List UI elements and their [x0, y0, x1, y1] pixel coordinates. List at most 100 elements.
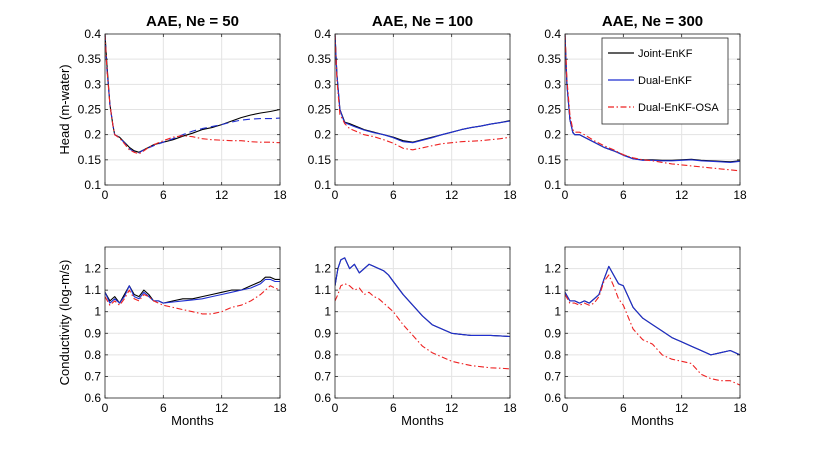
x-tick-label: 18	[733, 188, 747, 202]
x-tick-label: 12	[675, 401, 689, 415]
y-tick-label: 1.2	[84, 262, 101, 276]
y-tick-label: 0.9	[314, 326, 331, 340]
series-line-dual-enkf-osa	[335, 283, 510, 370]
y-tick-label: 0.4	[314, 27, 331, 41]
legend-label: Dual-EnKF-OSA	[638, 102, 719, 114]
x-tick-label: 18	[503, 188, 517, 202]
x-tick-label: 18	[503, 401, 517, 415]
y-tick-label: 0.8	[314, 348, 331, 362]
panel-title: AAE, Ne = 50	[146, 13, 239, 30]
y-tick-label: 0.25	[78, 103, 102, 117]
panel-title: AAE, Ne = 300	[602, 13, 703, 30]
y-tick-label: 0.6	[84, 391, 101, 405]
y-tick-label: 0.7	[84, 369, 101, 383]
panel-top-middle: 0 6 12 18 0.1 0.15 0.2 0.25 0.3 0.35 0.4 AAE, Ne = …	[308, 13, 517, 202]
y-tick-label: 0.9	[544, 326, 561, 340]
x-tick-label: 6	[620, 401, 627, 415]
series-line-dual-enkf	[335, 257, 510, 338]
series-line-joint-enkf	[105, 276, 280, 304]
x-axis-label: Months	[171, 413, 214, 428]
x-tick-label: 12	[445, 401, 459, 415]
y-tick-label: 0.7	[314, 369, 331, 383]
y-tick-label: 0.8	[544, 348, 561, 362]
x-tick-label: 0	[562, 401, 569, 415]
legend-label: Joint-EnKF	[638, 48, 693, 60]
series-line-joint-enkf	[565, 265, 740, 356]
y-tick-label: 0.1	[84, 178, 101, 192]
series-line-dual-enkf-osa	[105, 285, 280, 315]
panel-bottom-middle: 0 6 12 18 0.6 0.7 0.8 0.9 1 1.1 1.2 Months	[314, 246, 517, 428]
y-tick-label: 0.15	[308, 153, 332, 167]
series-line-dual-enkf-osa	[565, 34, 740, 172]
series-line-dual-enkf-osa	[335, 34, 510, 151]
panel-top-left: 0 6 12 18 0.1 0.15 0.2 0.25 0.3 0.35 0.4 AAE, Ne = …	[57, 13, 287, 202]
x-tick-label: 18	[273, 401, 287, 415]
y-tick-label: 0.6	[314, 391, 331, 405]
y-tick-label: 0.7	[544, 369, 561, 383]
y-tick-label: 1.2	[314, 262, 331, 276]
y-tick-label: 0.9	[84, 326, 101, 340]
x-tick-label: 12	[675, 188, 689, 202]
y-tick-label: 1.1	[84, 283, 101, 297]
y-tick-label: 1.2	[544, 262, 561, 276]
y-tick-label: 0.35	[308, 52, 332, 66]
legend-label: Dual-EnKF	[638, 75, 692, 87]
panel-bottom-right: 0 6 12 18 0.6 0.7 0.8 0.9 1 1.1 1.2 Months	[544, 246, 747, 428]
series-line-dual-enkf	[565, 265, 740, 356]
y-tick-label: 0.35	[538, 52, 562, 66]
y-tick-label: 0.2	[84, 128, 101, 142]
series-line-dual-enkf	[565, 34, 740, 163]
y-axis-label: Conductivity (log-m/s)	[57, 260, 72, 386]
y-tick-label: 1	[554, 305, 561, 319]
x-tick-label: 18	[273, 188, 287, 202]
y-tick-label: 0.1	[314, 178, 331, 192]
y-tick-label: 0.15	[538, 153, 562, 167]
series-line-dual-enkf-osa	[105, 34, 280, 155]
x-tick-label: 6	[620, 188, 627, 202]
series-line-dual-enkf-osa	[565, 274, 740, 386]
y-tick-label: 0.1	[544, 178, 561, 192]
series-line-dual-enkf	[335, 34, 510, 144]
axes-box	[334, 246, 511, 399]
panel-title: AAE, Ne = 100	[372, 13, 473, 30]
axes-box	[564, 246, 741, 399]
y-tick-label: 0.2	[314, 128, 331, 142]
x-tick-label: 12	[215, 188, 229, 202]
y-tick-label: 0.15	[78, 153, 102, 167]
y-tick-label: 0.4	[544, 27, 561, 41]
y-tick-label: 0.25	[308, 103, 332, 117]
x-tick-label: 6	[160, 401, 167, 415]
y-tick-label: 0.4	[84, 27, 101, 41]
y-tick-label: 0.25	[538, 103, 562, 117]
panel-bottom-left: 0 6 12 18 0.6 0.7 0.8 0.9 1 1.1 1.2 Months Conductiv…	[57, 246, 287, 428]
x-tick-label: 0	[102, 188, 109, 202]
x-tick-label: 0	[562, 188, 569, 202]
y-tick-label: 1	[94, 305, 101, 319]
y-tick-label: 0.3	[314, 77, 331, 91]
x-tick-label: 0	[332, 188, 339, 202]
x-tick-label: 6	[390, 188, 397, 202]
y-tick-label: 0.6	[544, 391, 561, 405]
x-axis-label: Months	[401, 413, 444, 428]
legend-box	[601, 37, 729, 125]
y-tick-label: 0.3	[544, 77, 561, 91]
y-tick-label: 1	[324, 305, 331, 319]
y-tick-label: 0.2	[544, 128, 561, 142]
x-tick-label: 12	[445, 188, 459, 202]
x-axis-label: Months	[631, 413, 674, 428]
x-tick-label: 0	[102, 401, 109, 415]
y-axis-label: Head (m-water)	[57, 64, 72, 154]
series-line-joint-enkf	[335, 257, 510, 338]
y-tick-label: 1.1	[314, 283, 331, 297]
x-tick-label: 18	[733, 401, 747, 415]
x-tick-label: 6	[390, 401, 397, 415]
y-tick-label: 1.1	[544, 283, 561, 297]
axes-box	[104, 246, 281, 399]
series-line-dual-enkf	[105, 278, 280, 304]
x-tick-label: 0	[332, 401, 339, 415]
legend: Joint-EnKF Dual-EnKF Dual-EnKF-OSA	[601, 37, 729, 125]
y-tick-label: 0.8	[84, 348, 101, 362]
panel-top-right: 0 6 12 18 0.1 0.15 0.2 0.25 0.3 0.35 0.4 AAE, Ne = …	[538, 13, 747, 202]
y-tick-label: 0.35	[78, 52, 102, 66]
